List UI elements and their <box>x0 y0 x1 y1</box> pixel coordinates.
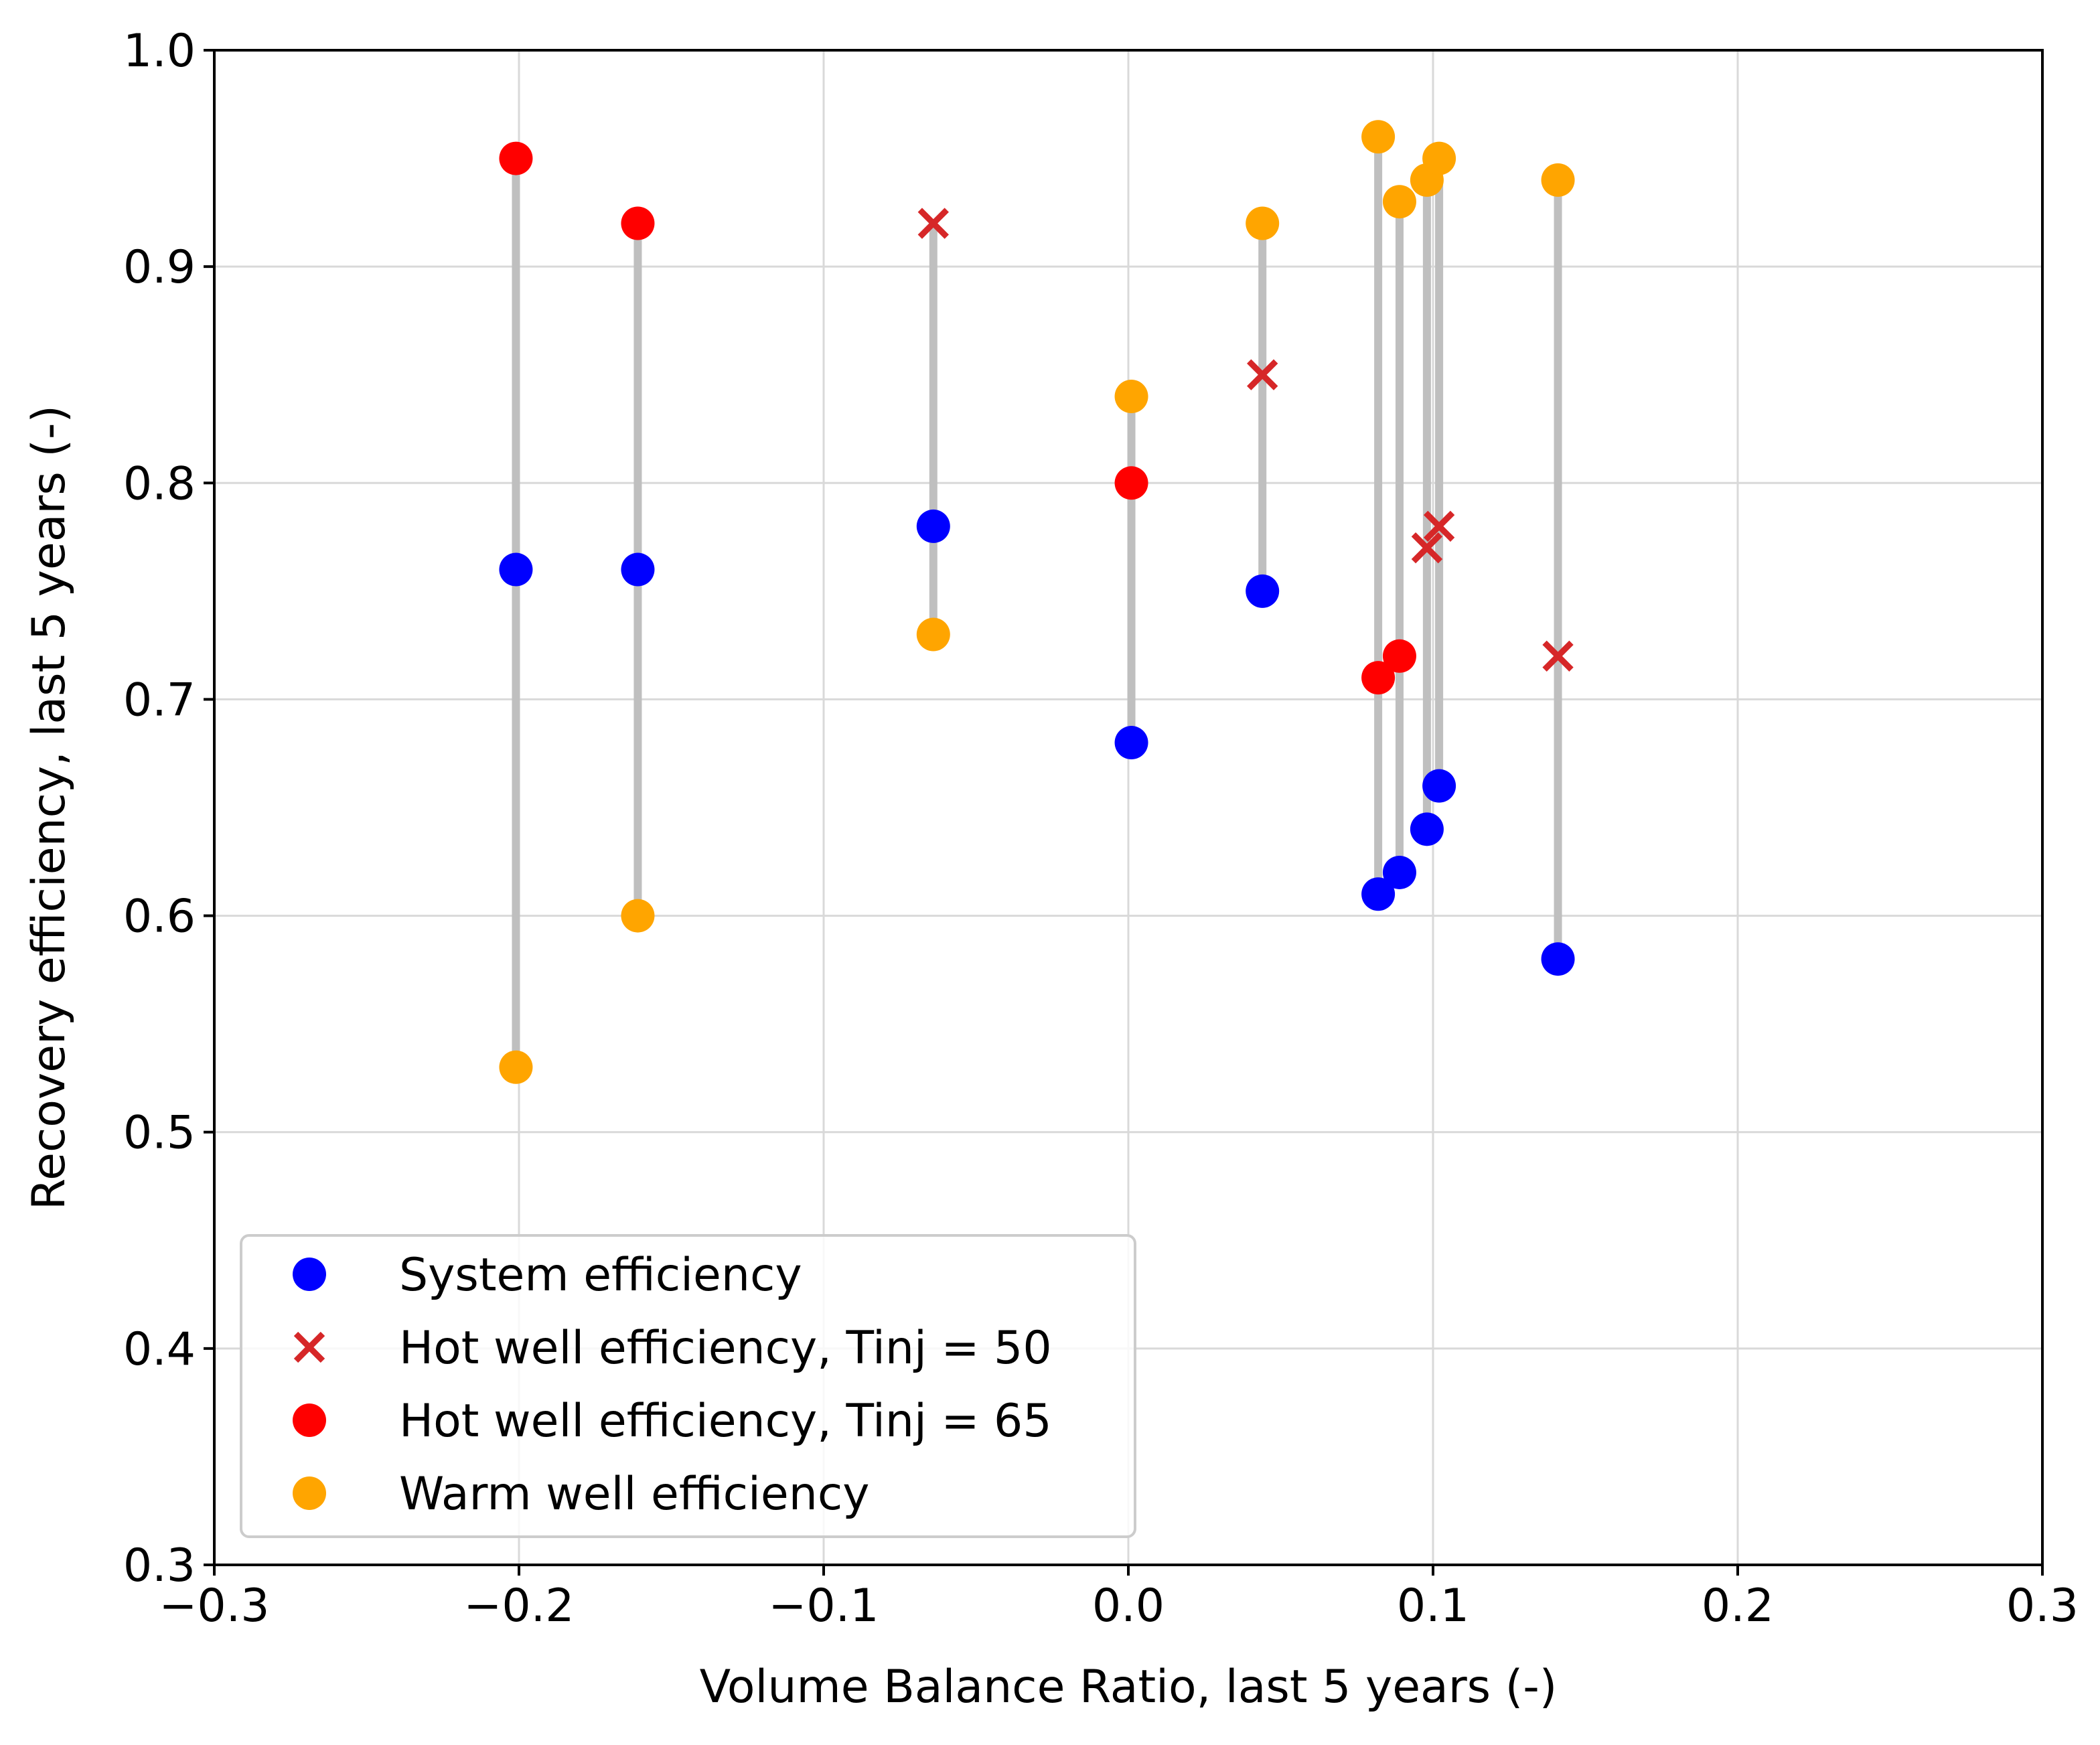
legend-box <box>240 1234 1136 1538</box>
y-tick-label: 1.0 <box>123 25 196 78</box>
data-point <box>1114 466 1148 500</box>
y-tick-label: 0.6 <box>123 891 196 943</box>
data-point <box>917 208 949 239</box>
data-point <box>1541 942 1575 976</box>
data-point <box>1541 163 1575 197</box>
data-point <box>1246 206 1280 240</box>
data-point <box>1542 640 1574 672</box>
data-point <box>621 206 655 240</box>
data-point <box>1382 855 1416 889</box>
y-tick-label: 0.9 <box>123 241 196 294</box>
data-point <box>1246 574 1280 608</box>
x-tick-label: 0.0 <box>1092 1580 1165 1633</box>
data-point <box>1410 812 1444 846</box>
x-tick-label: 0.2 <box>1702 1580 1774 1633</box>
y-tick-label: 0.5 <box>123 1107 196 1160</box>
series-warm-well-efficiency <box>499 120 1575 1084</box>
data-point <box>1382 639 1416 673</box>
legend-marker <box>293 1403 326 1437</box>
data-point <box>1382 185 1416 219</box>
data-point <box>1361 877 1396 911</box>
data-point <box>1411 532 1443 564</box>
series-system-efficiency <box>499 509 1575 976</box>
series-hot-well-efficiency-tinj-50 <box>917 208 1574 672</box>
data-point <box>621 552 655 587</box>
data-point <box>1114 380 1148 414</box>
data-series <box>499 120 1575 1084</box>
data-point <box>499 552 533 587</box>
legend-item: Warm well efficiency <box>293 1468 869 1521</box>
data-point <box>1422 769 1456 803</box>
legend-label: Hot well efficiency, Tinj = 65 <box>399 1395 1052 1448</box>
connector-lines <box>512 137 1562 1067</box>
x-tick-label: 0.1 <box>1397 1580 1469 1633</box>
legend: System efficiency Hot well efficiency, Ti… <box>240 1234 1136 1538</box>
x-tick-label: 0.3 <box>2006 1580 2079 1633</box>
y-tick-label: 0.7 <box>123 674 196 727</box>
data-point <box>1361 120 1396 154</box>
series-hot-well-efficiency-tinj-65 <box>499 141 1416 695</box>
data-point <box>1361 661 1396 695</box>
legend-marker <box>293 1331 325 1363</box>
y-tick-label: 0.4 <box>123 1323 196 1376</box>
legend-label: Warm well efficiency <box>399 1468 869 1521</box>
x-tick-label: −0.1 <box>768 1580 879 1633</box>
legend-label: Hot well efficiency, Tinj = 50 <box>399 1322 1052 1375</box>
legend-label: System efficiency <box>399 1249 802 1302</box>
y-tick-label: 0.8 <box>123 457 196 510</box>
data-point <box>1423 510 1455 542</box>
legend-item: Hot well efficiency, Tinj = 65 <box>293 1395 1052 1448</box>
x-tick-label: −0.2 <box>463 1580 574 1633</box>
data-point <box>916 509 950 543</box>
data-point <box>1247 359 1278 390</box>
x-tick-label: −0.3 <box>159 1580 269 1633</box>
legend-marker <box>293 1476 326 1510</box>
x-axis-title: Volume Balance Ratio, last 5 years (-) <box>700 1661 1558 1714</box>
legend-item: System efficiency <box>293 1249 802 1302</box>
data-point <box>916 617 950 652</box>
legend-items: System efficiency Hot well efficiency, Ti… <box>293 1249 1052 1521</box>
y-axis-title: Recovery efficiency, last 5 years (-) <box>23 405 76 1210</box>
y-tick-label: 0.3 <box>123 1539 196 1592</box>
data-point <box>621 899 655 933</box>
data-point <box>499 1050 533 1084</box>
legend-marker <box>293 1258 326 1291</box>
data-point <box>1114 726 1148 760</box>
legend-item: Hot well efficiency, Tinj = 50 <box>293 1322 1052 1375</box>
data-point <box>1422 141 1456 175</box>
axis-ticks: −0.3 −0.2 −0.1 0.0 0.1 0.2 0.3 0.3 0.4 0.5 0.6 0.7 0… <box>123 25 2079 1633</box>
data-point <box>499 141 533 175</box>
